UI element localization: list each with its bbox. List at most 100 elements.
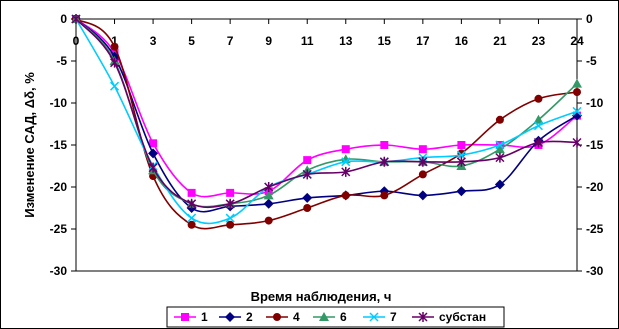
- data-point: [148, 148, 159, 159]
- data-point: [456, 186, 467, 197]
- y-tick-label-right: -30: [586, 264, 604, 278]
- x-tick-label: 5: [188, 34, 195, 48]
- data-point: [225, 213, 235, 223]
- data-point: [418, 156, 428, 167]
- data-point: [495, 152, 505, 163]
- data-point: [572, 78, 582, 88]
- legend-label: 7: [390, 310, 397, 324]
- legend: 1 2 4 6 7 субстан: [174, 310, 486, 324]
- data-point: [226, 220, 235, 229]
- x-tick-label: 9: [265, 34, 272, 48]
- data-point: [573, 88, 581, 97]
- data-point: [263, 190, 274, 200]
- data-point: [187, 198, 197, 209]
- series-субстан: [71, 14, 582, 209]
- x-tick-label: 23: [532, 34, 546, 48]
- data-point: [341, 157, 351, 167]
- data-point: [494, 144, 505, 154]
- data-point: [369, 312, 379, 322]
- y-tick-label-left: -30: [50, 264, 68, 278]
- data-point: [572, 137, 582, 148]
- data-point: [302, 192, 313, 203]
- data-point: [418, 312, 428, 322]
- data-point: [263, 198, 274, 209]
- data-point: [495, 115, 504, 124]
- data-point: [341, 145, 350, 154]
- x-tick-label: 15: [378, 34, 392, 48]
- series-lines: [71, 14, 582, 230]
- data-point: [341, 166, 351, 177]
- x-tick-label: 21: [493, 34, 507, 48]
- data-point: [533, 137, 543, 148]
- x-tick-label: 0: [73, 34, 80, 48]
- data-point: [302, 169, 312, 180]
- legend-label: субстан: [439, 310, 486, 324]
- data-point: [264, 182, 274, 192]
- data-point: [303, 156, 312, 165]
- x-tick-label: 17: [416, 34, 430, 48]
- y-tick-label-left: 0: [60, 12, 67, 26]
- legend-item-субстан: субстан: [412, 310, 486, 324]
- data-point: [225, 312, 235, 322]
- data-point: [149, 139, 158, 148]
- y-tick-label-right: -25: [586, 222, 604, 236]
- data-point: [187, 188, 196, 197]
- data-point: [456, 150, 466, 160]
- y-tick-label-left: -20: [50, 180, 68, 194]
- y-tick-label-right: -20: [586, 180, 604, 194]
- legend-item-7: 7: [363, 310, 397, 324]
- data-point: [148, 162, 158, 173]
- y-tick-label-left: -25: [50, 222, 68, 236]
- legend-label: 1: [201, 310, 208, 324]
- data-point: [418, 170, 427, 179]
- y-tick-label-left: -15: [50, 138, 68, 152]
- data-point: [572, 106, 582, 116]
- data-point: [225, 198, 235, 209]
- data-point: [533, 121, 543, 131]
- y-tick-label-right: 0: [586, 12, 593, 26]
- x-tick-label: 11: [301, 34, 314, 48]
- data-point: [110, 57, 120, 68]
- data-point: [380, 141, 389, 149]
- data-point: [418, 145, 427, 154]
- data-point: [534, 94, 543, 103]
- data-point: [495, 140, 505, 150]
- legend-item-1: 1: [174, 310, 208, 324]
- data-point: [187, 213, 197, 223]
- y-axis-label: Изменение САД, Δδ, %: [22, 72, 37, 218]
- data-point: [181, 313, 189, 321]
- x-tick-label: 24: [570, 34, 584, 48]
- data-point: [457, 141, 466, 149]
- x-axis-label: Время наблюдения, ч: [251, 289, 392, 304]
- y-tick-label-left: -10: [50, 96, 68, 110]
- x-tick-label: 1: [111, 34, 118, 48]
- x-tick-label: 7: [227, 34, 234, 48]
- data-point: [379, 156, 389, 167]
- legend-item-6: 6: [313, 310, 347, 324]
- data-point: [110, 81, 120, 91]
- legend-item-4: 4: [266, 310, 300, 324]
- data-point: [187, 220, 196, 229]
- x-tick-label: 13: [339, 34, 353, 48]
- data-point: [341, 191, 350, 200]
- data-point: [71, 14, 81, 24]
- data-point: [533, 114, 544, 124]
- y-tick-label-right: -15: [586, 138, 604, 152]
- y-tick-label-left: -5: [56, 54, 67, 68]
- data-point: [456, 156, 466, 167]
- legend-label: 2: [246, 310, 253, 324]
- axis-ticks: 0 0-5 -5-10 -10-15 -15-20 -20-25 -25-30 -300 1 3 5…: [50, 12, 604, 278]
- x-tick-label: 16: [455, 34, 469, 48]
- data-point: [264, 216, 273, 225]
- data-point: [380, 191, 389, 200]
- y-tick-label-right: -5: [586, 54, 597, 68]
- y-tick-label-right: -10: [586, 96, 604, 110]
- x-tick-label: 3: [150, 34, 157, 48]
- data-point: [273, 313, 281, 321]
- data-point: [110, 42, 119, 51]
- legend-item-2: 2: [219, 310, 253, 324]
- data-point: [226, 188, 235, 197]
- data-point: [417, 190, 428, 201]
- data-point: [494, 179, 505, 190]
